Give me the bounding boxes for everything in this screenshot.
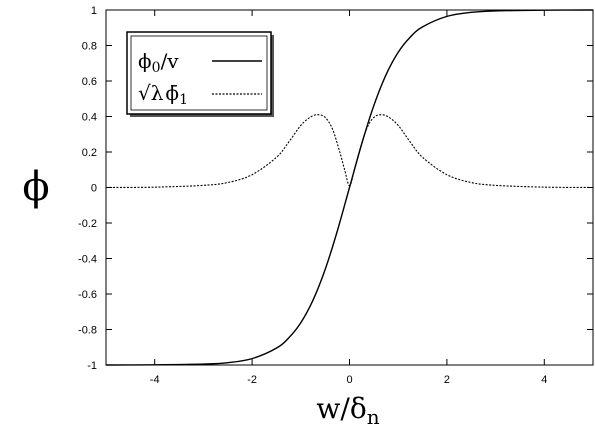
legend-inner-border — [130, 35, 268, 111]
y-tick-label: -1 — [87, 360, 97, 372]
y-tick-label: 1 — [91, 5, 97, 17]
y-tick-label: -0.2 — [78, 218, 97, 230]
legend: ϕ0/v √λ ϕ̄1 — [126, 31, 274, 117]
x-axis-label: w/δn — [316, 392, 379, 429]
y-tick-label: 0.6 — [82, 76, 97, 88]
y-tick-label: -0.8 — [78, 325, 97, 337]
legend-label-phi1-sub: 1 — [179, 92, 188, 108]
legend-label-phi0-suffix: /v — [161, 49, 180, 73]
series-layer — [105, 9, 594, 366]
y-tick-label: 0 — [91, 183, 97, 195]
x-axis-label-sub: n — [367, 405, 380, 429]
y-tick-label: 0.2 — [82, 147, 97, 159]
y-tick-label: 0.8 — [82, 41, 97, 53]
legend-label-phi1-main: ϕ̄ — [165, 81, 179, 105]
y-tick-labels: -1 -0.8 -0.6 -0.4 -0.2 0 0.2 0.4 0.6 0.8 1 — [78, 5, 97, 372]
legend-label-phi0-main: ϕ — [138, 49, 152, 73]
legend-label-phi0: ϕ0/v — [138, 49, 179, 76]
x-tick-label: -4 — [150, 374, 160, 386]
series-line-phi0 — [105, 9, 594, 366]
y-tick-label: -0.4 — [78, 254, 97, 266]
legend-label-phi1: √λ ϕ̄1 — [138, 81, 188, 108]
y-axis-label: ϕ — [22, 164, 49, 210]
x-tick-labels: -4 -2 0 2 4 — [150, 374, 548, 386]
legend-label-phi1-prefix: √λ — [138, 81, 164, 105]
x-tick-label: 4 — [541, 374, 547, 386]
legend-label-phi0-sub: 0 — [152, 60, 161, 76]
x-tick-label: 0 — [346, 374, 352, 386]
x-tick-label: 2 — [444, 374, 450, 386]
x-axis-label-main: w/δ — [316, 392, 366, 425]
x-tick-label: -2 — [247, 374, 257, 386]
y-tick-label: 0.4 — [82, 112, 97, 124]
legend-box — [126, 31, 272, 115]
y-tick-label: -0.6 — [78, 289, 97, 301]
series-line-phi1 — [105, 114, 594, 189]
